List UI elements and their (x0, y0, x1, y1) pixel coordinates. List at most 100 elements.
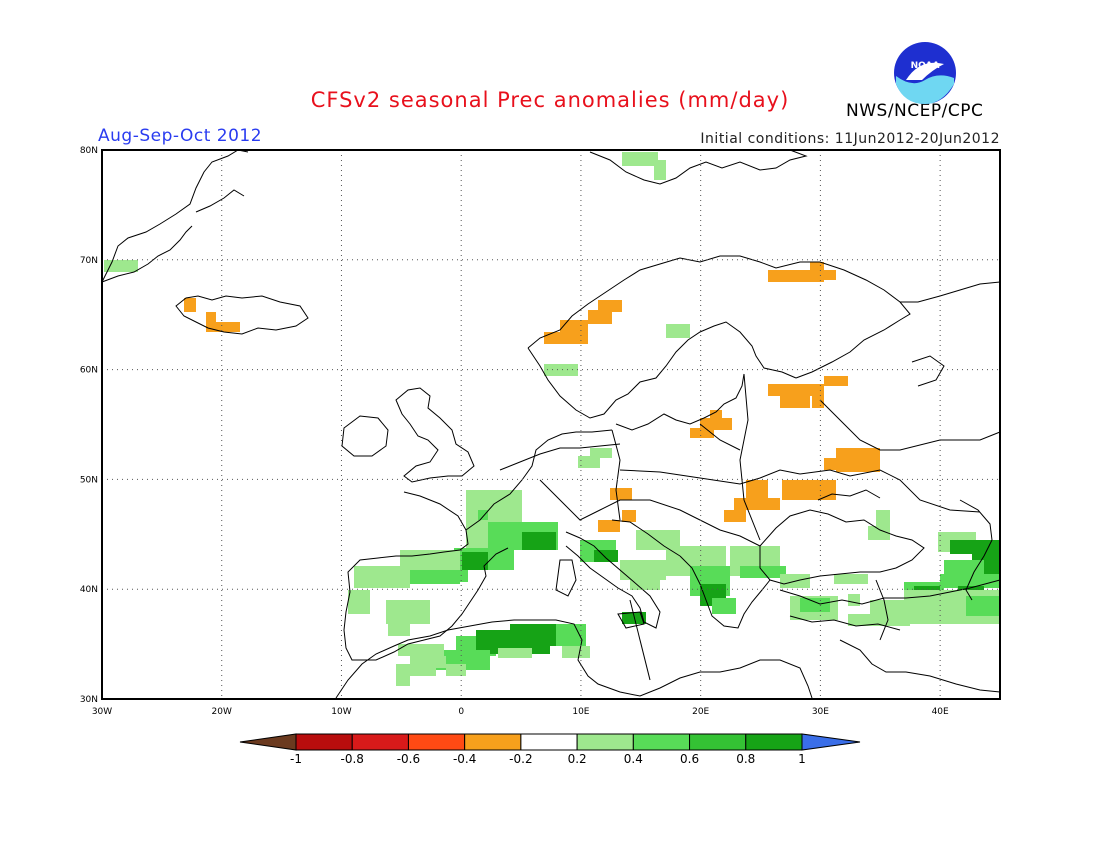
colorbar-arrow-low (239, 733, 297, 751)
anomaly-cell (800, 598, 830, 612)
anomaly-cell (622, 510, 636, 522)
lon-label: 10E (572, 707, 589, 717)
lon-label: 0 (458, 707, 464, 717)
anomaly-cell (700, 418, 732, 430)
anomaly-cell (690, 428, 714, 438)
anomaly-cell (478, 510, 488, 520)
anomaly-cell (354, 566, 410, 588)
anomaly-cell (712, 598, 736, 614)
anomaly-cell (870, 600, 910, 626)
anomaly-cell (598, 300, 622, 312)
anomaly-cell (588, 310, 612, 324)
anomaly-cell (782, 480, 836, 500)
logo-text: NOAA (911, 61, 940, 71)
anomaly-cell (630, 580, 660, 590)
anomaly-cell (834, 574, 868, 584)
anomaly-cell (824, 458, 838, 470)
colorbar-box (407, 733, 466, 751)
lon-label: 30E (812, 707, 829, 717)
anomaly-cell (386, 600, 430, 624)
anomaly-cell (746, 480, 768, 500)
anomaly-cell (620, 560, 666, 580)
colorbar-box (351, 733, 409, 751)
coastlines (101, 149, 1001, 699)
lat-label: 70N (80, 256, 98, 266)
colorbar-tick-label: -0.6 (397, 752, 420, 766)
anomaly-cell (388, 624, 410, 636)
lon-label: 10W (331, 707, 351, 717)
anomaly-cell (398, 644, 444, 656)
latitude-labels: 80N 70N 60N 50N 40N 30N (80, 146, 98, 705)
anomaly-cell (396, 664, 436, 676)
colorbar-tick-label: 0.2 (568, 752, 587, 766)
anomaly-cell (562, 646, 590, 658)
colorbar-tick-label: 0.6 (680, 752, 699, 766)
anomaly-cell (462, 552, 488, 570)
anomaly-cell (812, 270, 836, 280)
colorbar-arrow-high (801, 733, 861, 751)
anomaly-cell (824, 376, 848, 386)
anomaly-cell (446, 664, 466, 676)
anomaly-cell (610, 488, 632, 500)
anomaly-cell (104, 260, 138, 272)
anomaly-cell (966, 596, 1000, 616)
colorbar-tick-label: -1 (290, 752, 302, 766)
lon-label: 40E (932, 707, 949, 717)
anomaly-cell (666, 324, 690, 338)
anomaly-cell (654, 160, 666, 180)
colorbar-tick-label: -0.2 (509, 752, 532, 766)
anomaly-cell (348, 590, 370, 614)
lat-label: 40N (80, 585, 98, 595)
anomaly-cell (598, 520, 620, 532)
anomaly-cell (594, 550, 618, 562)
anomaly-cell (622, 152, 658, 166)
anomaly-cell (950, 540, 1000, 554)
lat-label: 60N (80, 366, 98, 376)
anomaly-cell (868, 526, 890, 540)
anomaly-cell (590, 448, 612, 458)
noaa-logo: NOAA (894, 42, 956, 104)
anomaly-cell (206, 322, 240, 332)
colorbar-box (520, 733, 578, 751)
map-title: CFSv2 seasonal Prec anomalies (mm/day) (310, 88, 790, 112)
anomaly-cell (556, 624, 586, 646)
colorbar-tick-label: 1 (798, 752, 806, 766)
colorbar-tick-label: -0.8 (341, 752, 364, 766)
longitude-labels: 30W 20W 10W 0 10E 20E 30E 40E (92, 707, 949, 717)
anomaly-cell (724, 510, 746, 522)
anomaly-cell (206, 312, 216, 324)
anomaly-cell (544, 332, 588, 344)
colorbar-tick-label: -0.4 (453, 752, 476, 766)
colorbar-box (576, 733, 634, 751)
map-frame (101, 149, 1001, 700)
anomaly-cell (836, 448, 880, 472)
lon-label: 20W (212, 707, 232, 717)
anomaly-cell (522, 532, 556, 550)
anomaly-cell (812, 396, 824, 408)
lat-label: 50N (80, 475, 98, 485)
colorbar-tick-label: 0.8 (736, 752, 755, 766)
anomaly-cell (734, 498, 780, 510)
lon-label: 20E (692, 707, 709, 717)
anomaly-cell (544, 364, 578, 376)
anomaly-cell (768, 384, 824, 396)
colorbar-box (745, 733, 803, 751)
anomaly-cell (184, 298, 196, 312)
initial-conditions-label: Initial conditions: 11Jun2012-20Jun2012 (700, 131, 1000, 147)
lat-label: 80N (80, 146, 98, 156)
colorbar-box (295, 733, 353, 751)
anomaly-cell (636, 530, 680, 550)
season-label: Aug-Sep-Oct 2012 (98, 126, 263, 146)
anomaly-cell (578, 456, 600, 468)
anomaly-cell (780, 396, 810, 408)
anomaly-cell (498, 648, 532, 658)
colorbar-tick-label: 0.4 (624, 752, 643, 766)
colorbar-box (464, 733, 522, 751)
lat-label: 30N (80, 695, 98, 705)
lon-label: 30W (92, 707, 112, 717)
colorbar-box (632, 733, 691, 751)
agency-label: NWS/NCEP/CPC (846, 101, 984, 121)
anomaly-cell (396, 674, 410, 686)
